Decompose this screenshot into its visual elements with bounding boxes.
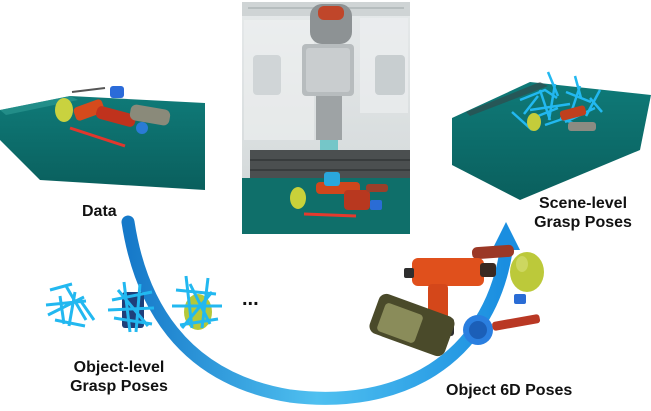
data-label: Data	[82, 203, 117, 220]
data-scene-image	[0, 86, 205, 190]
pear-icon	[510, 252, 544, 292]
object-level-label-line1: Object-level	[73, 359, 165, 376]
ellipsis-text: ...	[242, 288, 259, 310]
scene-grasp-image	[452, 71, 651, 200]
object-6d-label: Object 6D Poses	[446, 382, 573, 399]
scene-level-label-line2: Grasp Poses	[534, 214, 632, 231]
scene-level-label-line1: Scene-level	[538, 195, 628, 212]
arrow-head-icon	[492, 222, 520, 250]
grasp-gripper-icon	[45, 282, 96, 328]
robot-photo	[242, 2, 410, 234]
object-level-label: Object-level Grasp Poses	[58, 358, 180, 396]
object-6d-image	[369, 244, 544, 357]
object-grasp-2	[107, 281, 155, 333]
object-grasp-3	[172, 275, 222, 330]
object-level-label-line2: Grasp Poses	[70, 378, 168, 395]
robot-arm-icon	[302, 4, 354, 172]
object-grasp-poses	[45, 275, 222, 333]
scene-level-label: Scene-level Grasp Poses	[525, 194, 641, 232]
